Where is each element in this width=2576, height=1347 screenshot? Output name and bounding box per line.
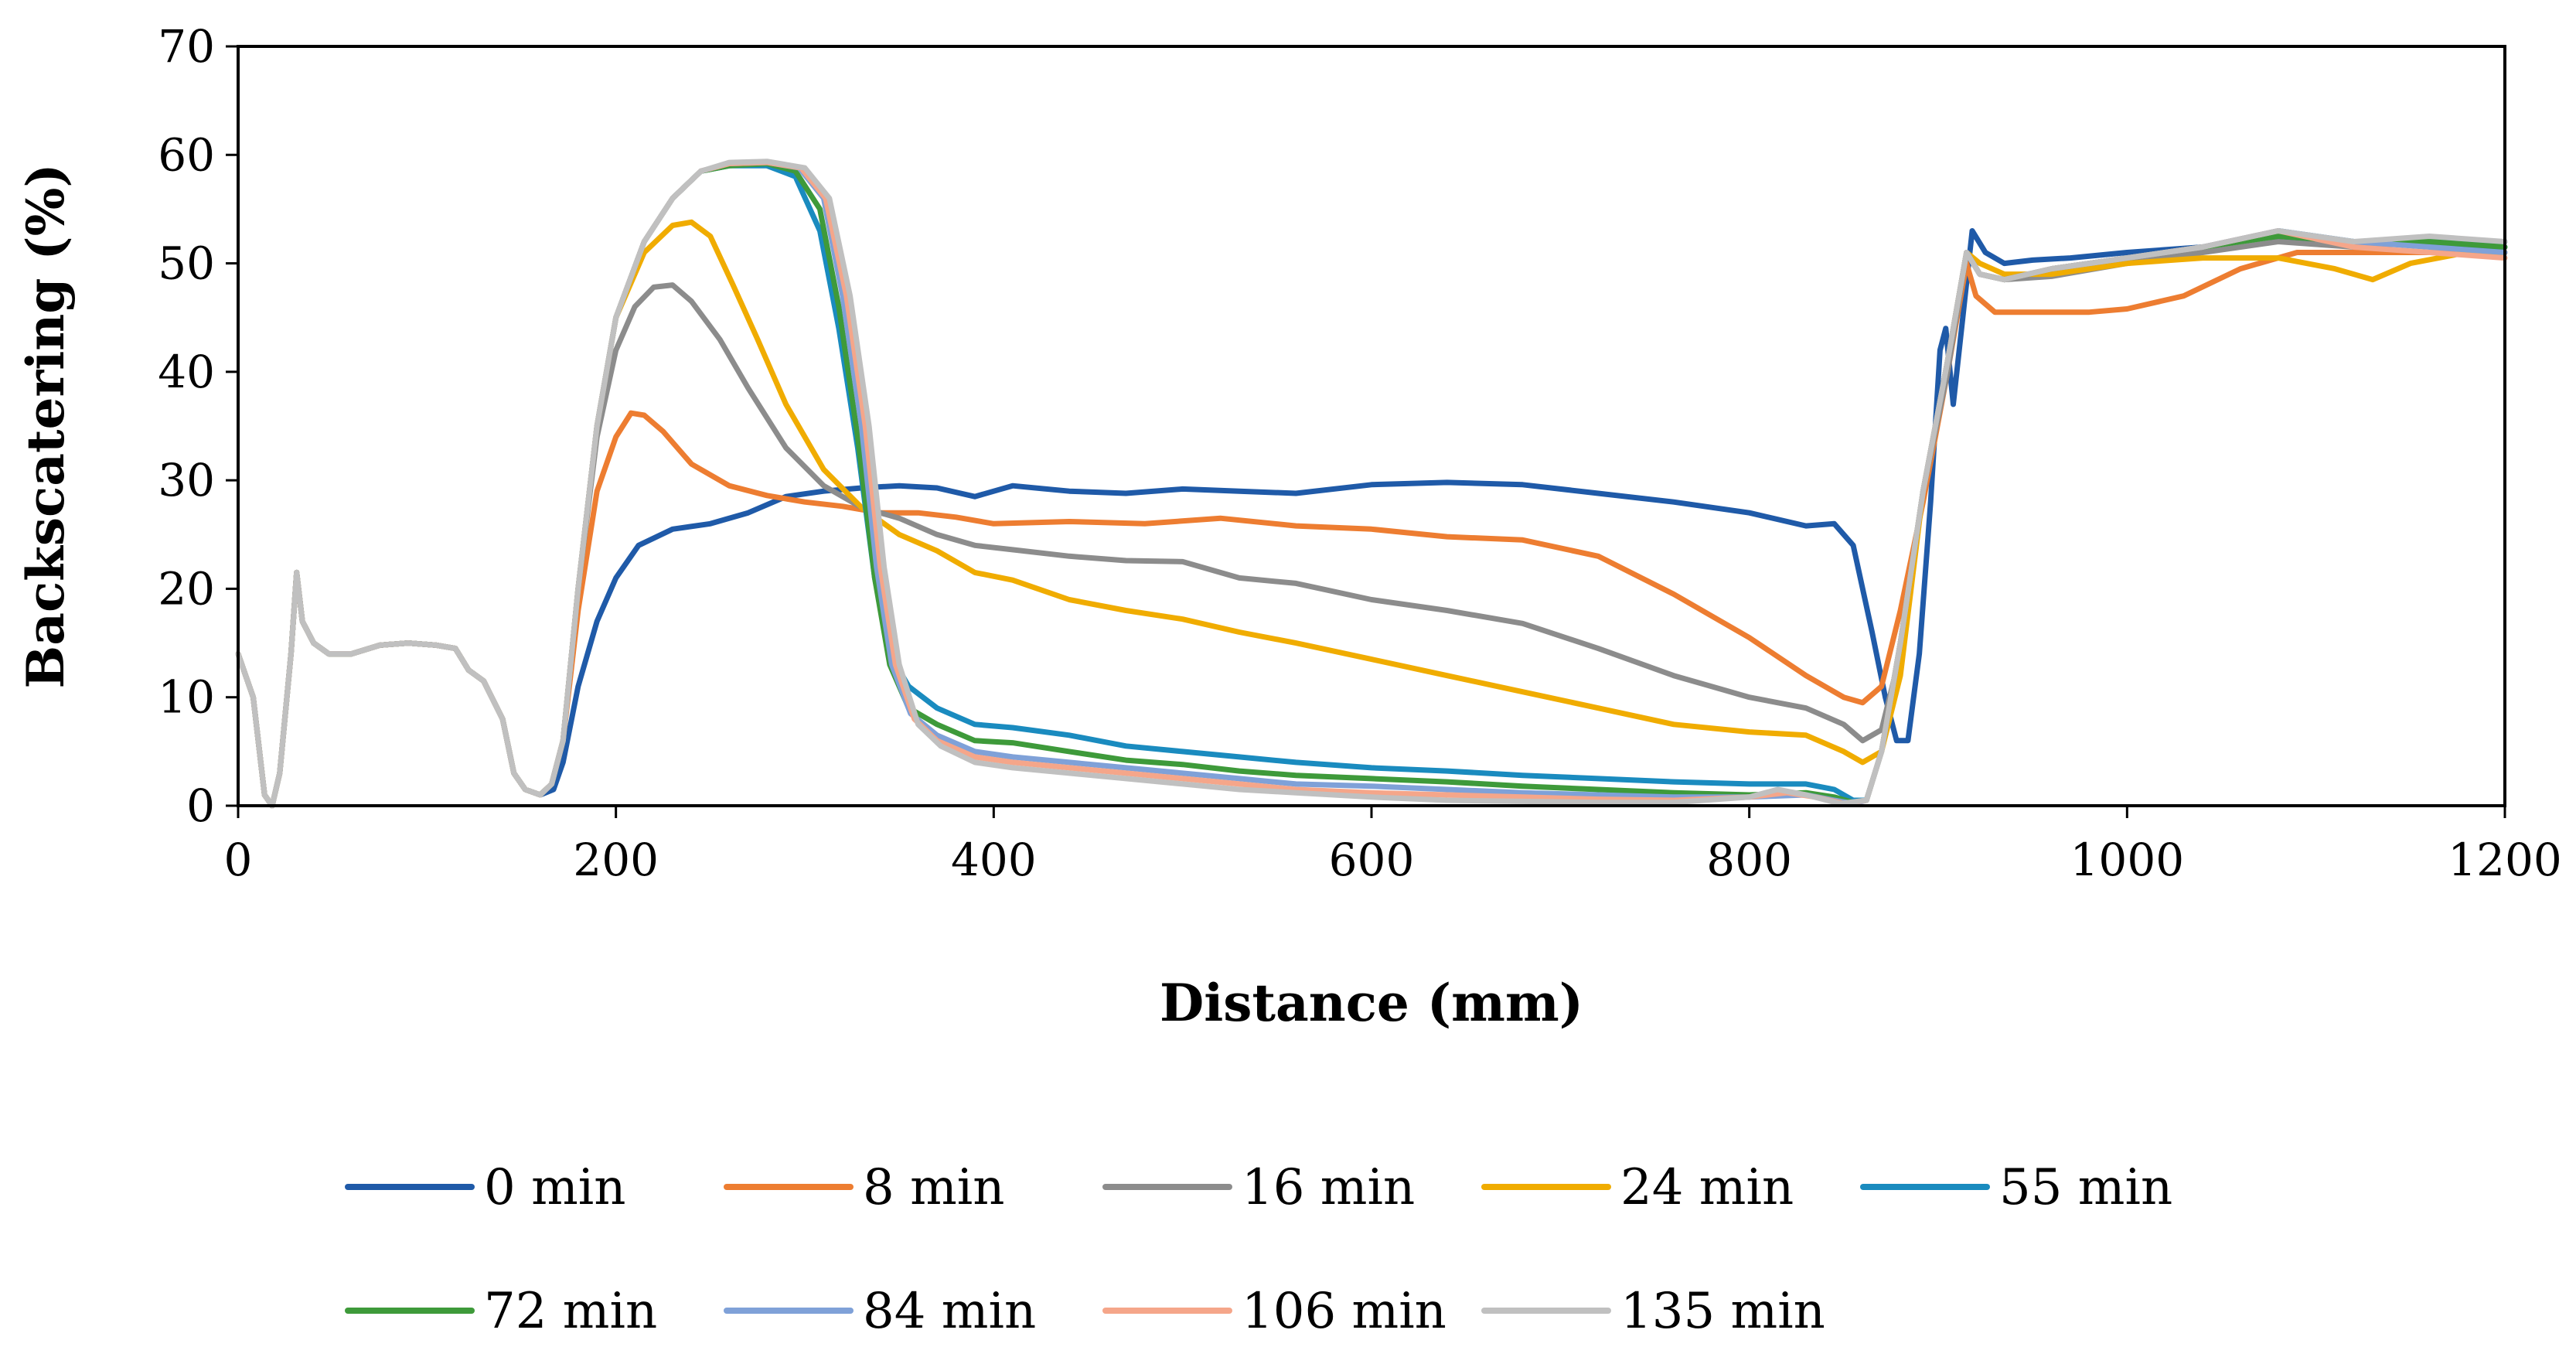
y-tick-label: 20 [158, 562, 215, 615]
legend-label: 0 min [484, 1159, 625, 1216]
legend-label: 135 min [1620, 1283, 1825, 1340]
x-axis-title: Distance (mm) [1160, 973, 1583, 1033]
legend-label: 106 min [1242, 1283, 1446, 1340]
y-axis: 0 10 20 30 40 50 60 70 [158, 20, 238, 832]
legend: 0 min 8 min 16 min 24 min 55 min 72 min 84 min… [345, 1159, 2172, 1340]
legend-label: 8 min [863, 1159, 1004, 1216]
legend-label: 72 min [484, 1283, 657, 1340]
y-tick-label: 70 [158, 20, 215, 73]
legend-label: 84 min [863, 1283, 1036, 1340]
legend-label: 16 min [1242, 1159, 1415, 1216]
series-line-135-min [235, 159, 2508, 809]
y-tick-label: 60 [158, 128, 215, 181]
y-tick-label: 40 [158, 346, 215, 398]
x-tick-label: 0 [224, 834, 253, 886]
y-tick-label: 30 [158, 454, 215, 506]
x-tick-label: 200 [573, 834, 659, 886]
plot-series [235, 159, 2508, 809]
y-axis-title: Backscatering (%) [15, 163, 76, 688]
legend-label: 24 min [1620, 1159, 1794, 1216]
legend-label: 55 min [1999, 1159, 2172, 1216]
y-tick-label: 10 [158, 671, 215, 724]
x-tick-label: 400 [951, 834, 1037, 886]
x-tick-label: 1000 [2070, 834, 2185, 886]
x-tick-label: 800 [1706, 834, 1792, 886]
y-tick-label: 0 [186, 779, 215, 832]
x-axis: 0 200 400 600 800 1000 1200 [224, 806, 2562, 886]
x-tick-label: 600 [1329, 834, 1415, 886]
x-tick-label: 1200 [2448, 834, 2562, 886]
y-tick-label: 50 [158, 237, 215, 290]
